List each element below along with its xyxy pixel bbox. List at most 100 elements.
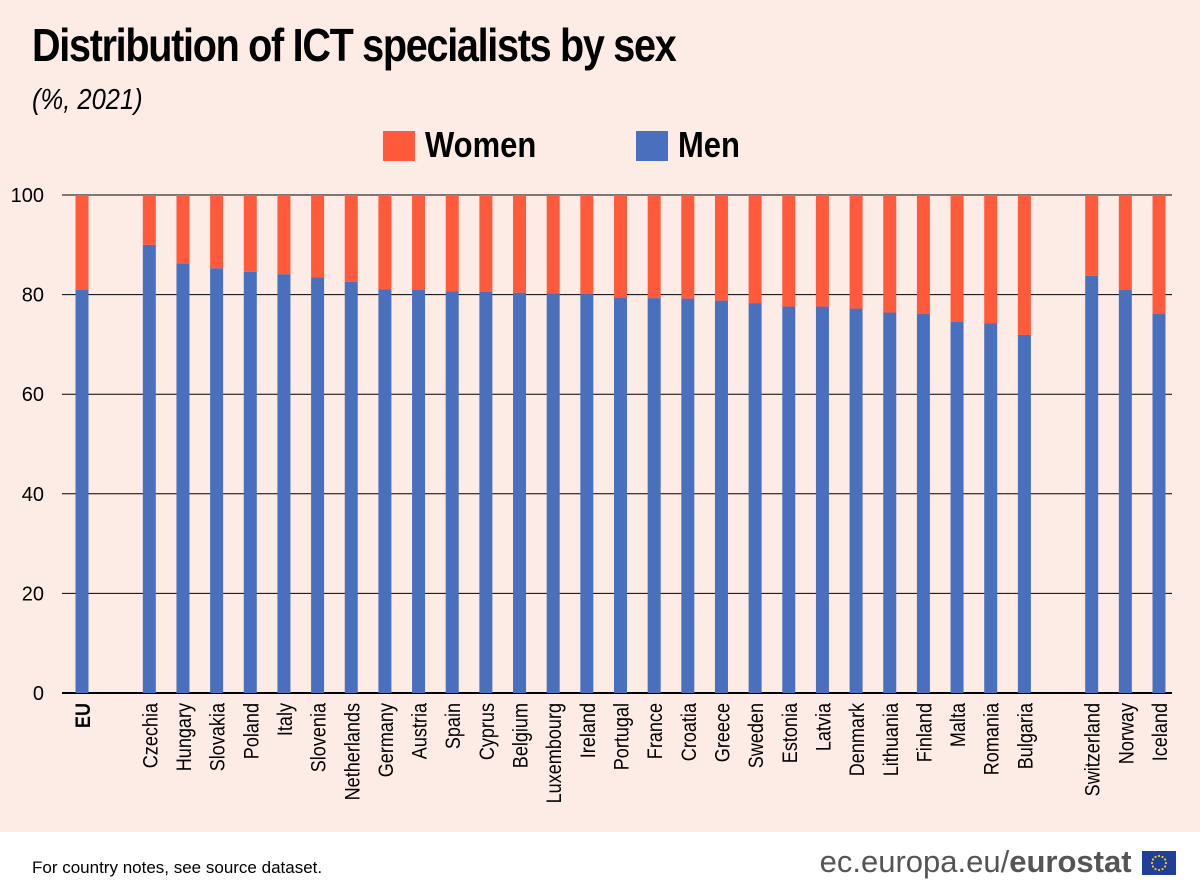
bar-women xyxy=(277,195,291,275)
bar-women xyxy=(815,195,829,307)
flag-star xyxy=(1161,855,1164,859)
chart-subtitle: (%, 2021) xyxy=(32,84,143,116)
flag-star xyxy=(1157,854,1161,858)
x-tick-label: Bulgaria xyxy=(1014,703,1038,769)
bar-men xyxy=(1118,289,1132,693)
legend-label-men: Men xyxy=(678,124,740,165)
bar-women xyxy=(614,195,627,298)
x-tick-label: Luxembourg xyxy=(543,703,567,803)
bar-women xyxy=(748,195,762,304)
flag-star xyxy=(1150,861,1154,865)
x-tick-label: Austria xyxy=(408,703,432,759)
bar-men xyxy=(176,263,190,693)
y-tick-label: 60 xyxy=(22,384,44,406)
bar-men xyxy=(580,294,594,693)
x-tick-label: Denmark xyxy=(846,703,870,776)
flag-star xyxy=(1161,867,1164,871)
bar-men xyxy=(277,274,291,693)
bar-men xyxy=(714,300,728,693)
x-tick-label: Poland xyxy=(240,703,264,759)
x-tick-label: EU xyxy=(72,703,96,728)
bar-men xyxy=(311,277,325,693)
bar-women xyxy=(445,195,459,292)
brand-domain: ec.europa.eu/ xyxy=(819,844,1010,879)
bar-women xyxy=(412,195,426,290)
bar-women xyxy=(513,195,527,293)
flag-star xyxy=(1154,855,1157,859)
x-tick-label: Finland xyxy=(913,703,937,762)
flag-star xyxy=(1157,868,1161,872)
flag-star xyxy=(1151,858,1155,861)
bar-men xyxy=(1152,314,1166,693)
bar-women xyxy=(176,195,190,264)
x-tick-label: Netherlands xyxy=(341,703,365,801)
bar-women xyxy=(950,195,964,322)
bar-women xyxy=(681,195,695,299)
bar-men xyxy=(647,298,661,693)
bar-women xyxy=(1085,195,1099,276)
x-tick-label: Ireland xyxy=(577,703,601,758)
footer-note: For country notes, see source dataset. xyxy=(32,858,323,877)
bar-men xyxy=(916,314,930,693)
x-tick-label: Norway xyxy=(1115,703,1139,764)
bar-women xyxy=(714,195,728,301)
x-tick-label: Belgium xyxy=(509,703,533,768)
bar-men xyxy=(243,271,257,693)
bar-women xyxy=(546,195,560,294)
bar-women xyxy=(210,195,224,269)
x-tick-label: Hungary xyxy=(173,703,197,771)
x-tick-label: Malta xyxy=(947,703,971,747)
bar-women xyxy=(782,195,796,307)
bar-men xyxy=(1085,275,1099,693)
x-tick-label: Cyprus xyxy=(476,703,500,760)
eu-flag-icon xyxy=(1142,851,1176,875)
bar-women xyxy=(916,195,930,315)
bar-men xyxy=(75,289,89,693)
x-tick-label: Estonia xyxy=(779,703,803,763)
bar-men xyxy=(883,312,897,693)
x-tick-label: Greece xyxy=(711,703,735,762)
bar-women xyxy=(311,195,325,278)
flag-star xyxy=(1154,867,1157,871)
chart-legend: Women Men xyxy=(0,122,1200,172)
x-tick-label: Portugal xyxy=(610,703,634,770)
brand-logo: ec.europa.eu/eurostat xyxy=(820,844,1176,884)
flag-star xyxy=(1163,865,1167,868)
legend-swatch-women xyxy=(383,131,415,161)
chart-title: Distribution of ICT specialists by sex xyxy=(32,19,677,71)
bar-women xyxy=(1118,195,1132,290)
bar-men xyxy=(378,289,392,693)
x-tick-label: Czechia xyxy=(139,703,163,768)
flag-star xyxy=(1151,865,1155,868)
bar-women xyxy=(580,195,594,295)
bar-men xyxy=(445,291,459,693)
bar-women xyxy=(344,195,358,282)
bar-men xyxy=(984,323,998,693)
legend-swatch-men xyxy=(636,131,668,161)
y-tick-label: 0 xyxy=(33,683,44,705)
x-tick-label: Italy xyxy=(274,703,298,736)
bar-men xyxy=(412,289,426,693)
bar-men xyxy=(142,244,156,694)
bar-women xyxy=(142,195,156,245)
bar-women xyxy=(647,195,661,299)
bar-women xyxy=(378,195,392,290)
x-tick-label: Romania xyxy=(980,703,1004,775)
legend-label-women: Women xyxy=(425,124,537,165)
x-tick-label: Latvia xyxy=(812,703,836,751)
brand-name: eurostat xyxy=(1009,844,1132,879)
bar-men xyxy=(210,268,224,693)
bar-men xyxy=(815,306,829,693)
flag-star xyxy=(1163,858,1167,861)
bar-men xyxy=(513,292,527,693)
x-tick-label: Slovenia xyxy=(307,703,331,772)
bar-women xyxy=(849,195,863,309)
bar-men xyxy=(849,308,863,693)
x-tick-label: Lithuania xyxy=(880,703,904,776)
bar-men xyxy=(546,293,560,693)
y-tick-label: 20 xyxy=(22,583,44,605)
x-tick-label: Croatia xyxy=(678,703,702,761)
bar-men xyxy=(1017,334,1031,693)
x-tick-label: Sweden xyxy=(745,703,769,768)
